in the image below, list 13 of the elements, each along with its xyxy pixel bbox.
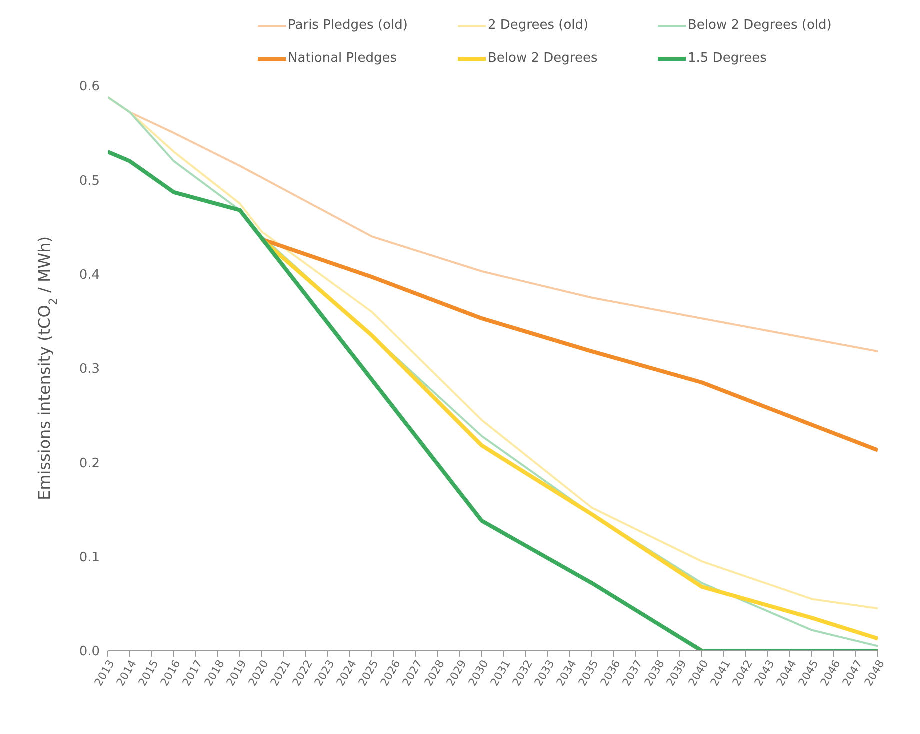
y-tick-label: 0.1 (79, 550, 100, 566)
legend-label: 2 Degrees (old) (488, 18, 589, 33)
y-tick-label: 0.4 (79, 268, 100, 283)
legend-label: Below 2 Degrees (488, 51, 598, 66)
legend-label: National Pledges (288, 51, 398, 66)
legend-label: Paris Pledges (old) (288, 18, 408, 33)
y-tick-label: 0.0 (79, 644, 100, 660)
legend-label: 1.5 Degrees (688, 51, 767, 66)
y-tick-label: 0.3 (79, 362, 100, 378)
y-tick-label: 0.5 (79, 174, 100, 189)
y-tick-label: 0.2 (79, 456, 100, 472)
legend-label: Below 2 Degrees (old) (688, 18, 832, 33)
y-tick-label: 0.6 (79, 80, 100, 95)
